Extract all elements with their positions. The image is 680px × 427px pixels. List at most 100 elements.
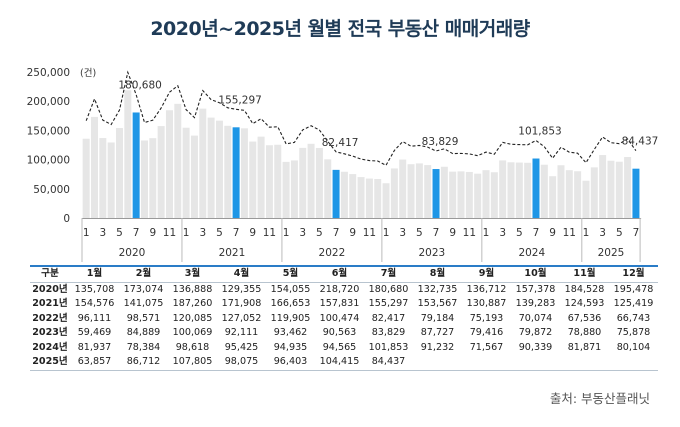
bar [549, 176, 557, 218]
table-cell: 107,805 [168, 355, 217, 371]
table-cell: 154,576 [74, 298, 115, 309]
table-cell: 120,085 [172, 312, 213, 324]
year-label: 2023 [418, 247, 445, 259]
table-row-label: 2021년 [32, 298, 68, 309]
bar [399, 159, 407, 218]
table-row-label: 2022년 [32, 312, 68, 324]
bar [224, 125, 232, 218]
bar [407, 164, 415, 218]
y-tick-label: 200,000 [27, 96, 70, 108]
x-tick-label: 3 [99, 227, 106, 239]
table-row: 2020년 135,708 173,074 136,888 129,355 154,055… [30, 282, 658, 297]
bar [482, 170, 490, 218]
bar [215, 120, 223, 218]
table-cell: 139,283 [515, 298, 556, 309]
table-cell: 82,417 [371, 312, 406, 324]
year-label: 2021 [219, 247, 246, 259]
table-cell: 132,735 [417, 283, 458, 295]
table-header-month: 2월 [119, 265, 168, 283]
trend-line-path [85, 70, 637, 167]
table-row: 2022년 96,111 98,571 120,085 127,052 119,905 10… [30, 312, 658, 327]
x-tick-label: 11 [363, 227, 376, 239]
table-cell: 125,419 [613, 298, 654, 309]
table-cell: 84,889 [126, 327, 161, 338]
bar [174, 103, 182, 218]
table-cell: 173,074 [123, 283, 164, 295]
x-tick-label: 5 [216, 227, 223, 239]
x-tick-label: 7 [533, 227, 540, 239]
table-cell: 154,055 [270, 283, 311, 295]
table-row: 2025년 63,857 86,712 107,805 98,075 96,403 104,… [30, 355, 658, 371]
table-cell: 135,708 [74, 283, 115, 295]
table-cell: 90,339 [518, 341, 553, 353]
x-tick-label: 7 [633, 227, 640, 239]
trend-line [85, 70, 637, 167]
bar [499, 160, 507, 218]
table-row-label: 2025년 [30, 355, 70, 371]
table-cell: 90,563 [322, 327, 357, 338]
bar [82, 138, 90, 218]
data-labels: 180,680 155,297 82,417 83,829 101,853 84,437 [118, 79, 658, 148]
table-cell: 75,193 [469, 312, 504, 324]
table-cell [609, 355, 658, 371]
bar-highlight [232, 127, 240, 218]
x-tick-label: 1 [483, 227, 490, 239]
data-label: 155,297 [218, 94, 261, 106]
table-cell: 101,853 [368, 341, 409, 353]
x-tick-label: 3 [599, 227, 606, 239]
bar [557, 165, 565, 218]
x-tick-label: 7 [133, 227, 140, 239]
table-cell: 130,887 [466, 298, 507, 309]
table-cell: 70,074 [518, 312, 553, 324]
bar [190, 135, 198, 218]
bar [599, 155, 607, 218]
unit-label: (건) [80, 68, 96, 79]
x-tick-label: 1 [83, 227, 90, 239]
bar [115, 128, 123, 218]
year-label: 2024 [518, 247, 545, 259]
x-tick-label: 3 [399, 227, 406, 239]
bar [490, 172, 498, 218]
table-header-month: 6월 [315, 265, 364, 283]
table-cell: 218,720 [319, 283, 360, 295]
table-header-category: 구분 [30, 265, 70, 283]
bar [382, 183, 390, 218]
bar [157, 126, 165, 218]
table-cell: 171,908 [221, 298, 262, 309]
bar [315, 147, 323, 218]
table-cell: 136,712 [466, 283, 507, 295]
bar [390, 168, 398, 218]
table-cell: 94,565 [322, 341, 357, 353]
table-cell: 83,829 [371, 327, 406, 338]
bar [299, 147, 307, 218]
x-tick-label: 11 [263, 227, 276, 239]
x-tick-label: 3 [299, 227, 306, 239]
x-tick-label: 1 [183, 227, 190, 239]
bar [349, 174, 357, 218]
bar [474, 173, 482, 218]
table-cell: 166,653 [270, 298, 311, 309]
table-cell: 104,415 [315, 355, 364, 371]
x-tick-label: 5 [516, 227, 523, 239]
bar [165, 110, 173, 218]
table-cell [511, 355, 560, 371]
bar-highlight [132, 112, 140, 218]
table-cell: 79,184 [420, 312, 455, 324]
x-tick-label: 11 [163, 227, 176, 239]
bar [107, 142, 115, 218]
bar [340, 171, 348, 218]
data-table: 구분 1월 2월 3월 4월 5월 6월 7월 8월 9월 10월 11월 12월 2020년 135,7… [30, 265, 658, 371]
bar [449, 171, 457, 218]
x-tick-label: 11 [463, 227, 476, 239]
table-header-month: 11월 [560, 265, 609, 283]
table-row-label: 2024년 [32, 341, 68, 353]
bar [515, 162, 523, 218]
bar [257, 136, 265, 218]
year-label: 2020 [119, 247, 146, 259]
table-cell: 96,111 [77, 312, 112, 324]
table-header-month: 9월 [462, 265, 511, 283]
x-tick-label: 7 [233, 227, 240, 239]
source-note: 출처: 부동산플래닛 [549, 391, 650, 406]
table-cell: 94,935 [273, 341, 308, 353]
table-cell: 153,567 [417, 298, 458, 309]
